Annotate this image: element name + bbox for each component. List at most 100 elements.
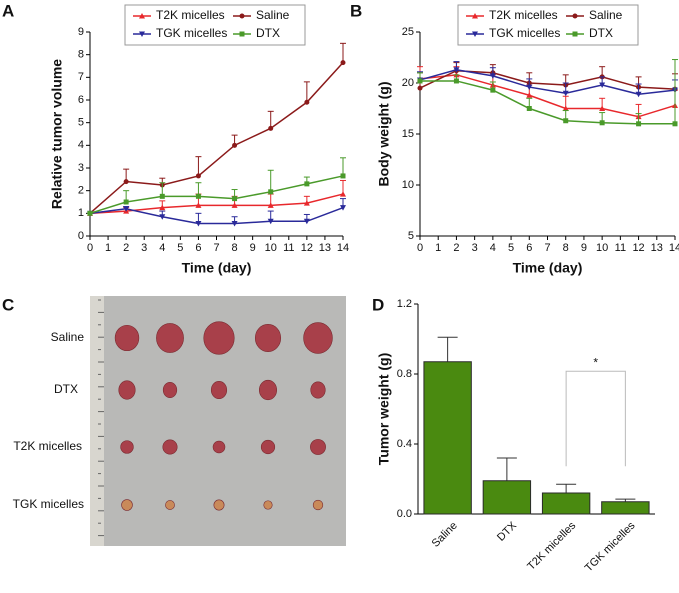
x-tick-label: 14	[337, 242, 349, 254]
marker	[599, 82, 606, 89]
y-tick-label: 1	[78, 207, 84, 219]
bar	[541, 492, 591, 515]
marker	[268, 189, 274, 195]
x-tick-label: 7	[544, 242, 550, 254]
legend-label: DTX	[256, 26, 280, 40]
x-tick-label: 12	[301, 242, 313, 254]
annotation: *	[593, 355, 598, 369]
x-tick-label: TGK micelles	[583, 519, 638, 574]
x-tick-label: 1	[105, 242, 111, 254]
x-tick-label: 2	[123, 242, 129, 254]
legend-marker	[139, 31, 145, 37]
bar	[482, 480, 532, 515]
y-axis-label: Tumor weight (g)	[376, 353, 392, 466]
panel-label: D	[372, 295, 384, 314]
legend-label: Saline	[256, 8, 290, 22]
y-tick-label: 9	[78, 26, 84, 38]
marker	[232, 142, 238, 148]
x-tick-label: 8	[563, 242, 569, 254]
tumor	[203, 321, 235, 355]
marker	[563, 118, 569, 124]
x-tick-label: 14	[669, 242, 679, 254]
marker	[562, 105, 569, 111]
marker	[453, 67, 460, 73]
legend-box	[124, 4, 306, 46]
tumor	[162, 439, 178, 455]
x-tick-label: 10	[265, 242, 277, 254]
x-tick-label: 4	[159, 242, 165, 254]
x-axis-label: Time (day)	[513, 260, 583, 276]
marker	[267, 218, 274, 225]
marker	[526, 92, 533, 98]
legend-marker	[572, 13, 578, 19]
marker	[195, 202, 202, 208]
marker	[340, 205, 346, 211]
legend-marker	[472, 31, 478, 37]
y-tick-label: 0.4	[397, 438, 412, 450]
marker	[195, 173, 201, 179]
tumor	[162, 382, 178, 398]
y-tick-label: 0	[78, 230, 84, 242]
marker	[672, 121, 678, 127]
x-tick-label: 8	[232, 242, 238, 254]
marker	[123, 199, 129, 205]
series-line	[420, 80, 675, 125]
tumor	[121, 499, 133, 511]
x-tick-label: 11	[283, 242, 294, 254]
marker	[490, 87, 496, 93]
legend-label: T2K micelles	[489, 8, 558, 22]
legend-label: Saline	[589, 8, 623, 22]
series-line	[89, 175, 344, 215]
series-line	[89, 62, 344, 214]
row-label: TGK micelles	[13, 497, 84, 511]
marker	[267, 202, 274, 208]
y-tick-label: 3	[78, 162, 84, 174]
series-line	[419, 68, 676, 95]
y-tick-label: 10	[402, 179, 414, 191]
marker	[526, 106, 532, 111]
marker	[123, 179, 129, 185]
legend-label: T2K micelles	[156, 8, 225, 22]
legend-marker	[572, 31, 578, 37]
marker	[562, 90, 569, 97]
y-tick-label: 4	[78, 139, 84, 151]
tumor	[156, 323, 184, 353]
y-tick-label: 6	[78, 94, 84, 106]
marker	[232, 196, 238, 202]
tumor	[260, 439, 276, 455]
tumor	[312, 499, 324, 511]
x-tick-label: 0	[417, 242, 423, 254]
legend-marker	[139, 13, 145, 19]
y-tick-label: 8	[78, 49, 84, 61]
marker	[159, 193, 165, 199]
bar	[601, 501, 650, 515]
y-tick-label: 15	[402, 128, 414, 140]
tumor	[114, 324, 140, 352]
x-tick-label: 0	[87, 242, 93, 254]
tumor	[263, 500, 273, 510]
marker	[340, 60, 346, 66]
x-tick-label: 10	[596, 242, 608, 254]
x-tick-label: Saline	[430, 520, 460, 550]
significance-bracket	[565, 370, 626, 467]
marker	[231, 221, 238, 227]
marker	[195, 221, 202, 227]
x-tick-label: 9	[581, 242, 587, 254]
x-tick-label: 5	[508, 242, 514, 254]
y-tick-label: 7	[78, 71, 84, 83]
tumor	[258, 379, 278, 401]
marker	[599, 120, 605, 126]
y-tick-label: 0.8	[397, 368, 412, 380]
legend-box	[457, 4, 639, 46]
row-label: Saline	[51, 330, 85, 344]
tumor	[212, 440, 226, 454]
x-tick-label: 11	[615, 242, 626, 254]
tumor	[310, 439, 326, 455]
panel-label: A	[2, 1, 14, 20]
series-line	[419, 74, 676, 118]
x-tick-label: 6	[195, 242, 201, 254]
row-label: T2K micelles	[13, 439, 82, 453]
x-tick-label: 12	[632, 242, 644, 254]
y-axis-label: Relative tumor volume	[49, 59, 65, 209]
marker	[195, 193, 201, 199]
